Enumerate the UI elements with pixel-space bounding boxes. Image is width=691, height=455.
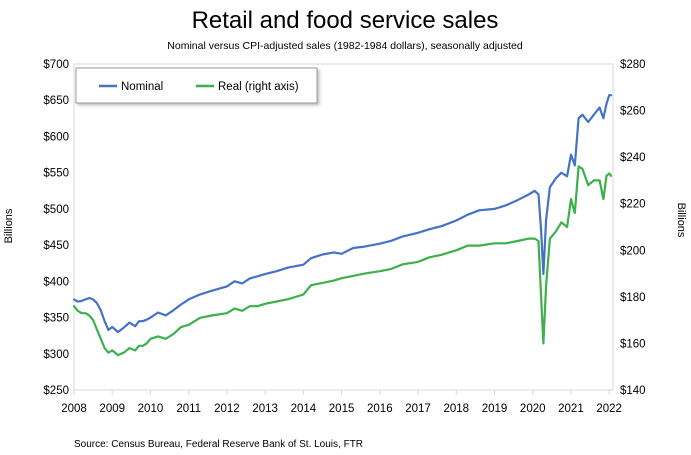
x-tick-label: 2008 — [61, 403, 87, 415]
x-axis-ticks: 2008 2009 2010 2011 2012 2013 2014 2015 2016 2017… — [61, 390, 622, 415]
plot-area — [73, 63, 614, 391]
x-tick-label: 2019 — [482, 403, 508, 415]
left-y-tick-label: $450 — [43, 240, 69, 252]
legend: Nominal Real (right axis) — [75, 67, 318, 104]
x-tick-label: 2017 — [405, 403, 431, 415]
x-tick-label: 2012 — [214, 403, 240, 415]
x-tick-label: 2011 — [176, 403, 201, 415]
left-y-axis-ticks: $250 $300 $350 $400 $450 $500 $550 $600 $650 $700 — [43, 59, 69, 397]
left-y-tick-label: $700 — [43, 59, 69, 71]
x-tick-label: 2009 — [99, 403, 125, 415]
plot-border — [73, 63, 614, 391]
x-tick-label: 2021 — [558, 403, 584, 415]
x-tick-label: 2013 — [252, 403, 278, 415]
x-tick-label: 2010 — [138, 403, 164, 415]
right-y-tick-label: $160 — [620, 338, 646, 350]
left-y-tick-label: $550 — [43, 168, 69, 180]
x-tick-label: 2020 — [520, 403, 546, 415]
series-line-real — [72, 165, 613, 357]
x-tick-label: 2014 — [291, 403, 317, 415]
chart-title: Retail and food service sales — [192, 7, 499, 34]
series-line-nominal — [72, 94, 613, 334]
chart-subtitle: Nominal versus CPI-adjusted sales (1982-… — [167, 40, 523, 52]
x-tick-label: 2018 — [443, 403, 469, 415]
left-y-tick-label: $350 — [43, 313, 69, 325]
left-y-axis-label: Billions — [3, 208, 15, 243]
left-y-tick-label: $400 — [43, 276, 69, 288]
right-y-tick-label: $260 — [620, 106, 646, 118]
series-layer — [72, 94, 613, 357]
legend-label-nominal: Nominal — [121, 81, 163, 93]
left-y-tick-label: $600 — [43, 131, 69, 143]
chart-source: Source: Census Bureau, Federal Reserve B… — [74, 439, 363, 450]
right-y-tick-label: $140 — [620, 385, 646, 397]
x-tick-label: 2016 — [367, 403, 393, 415]
legend-label-real: Real (right axis) — [218, 81, 299, 93]
left-y-tick-label: $650 — [43, 95, 69, 107]
right-y-axis-ticks: $140 $160 $180 $200 $220 $240 $260 $280 — [620, 59, 646, 397]
right-y-tick-label: $240 — [620, 152, 646, 164]
right-y-tick-label: $280 — [620, 59, 646, 71]
x-tick-label: 2022 — [596, 403, 622, 415]
left-y-tick-label: $500 — [43, 204, 69, 216]
right-y-tick-label: $220 — [620, 199, 646, 211]
left-y-tick-label: $300 — [43, 349, 69, 361]
right-y-axis-label: Billions — [675, 203, 687, 238]
left-y-tick-label: $250 — [43, 385, 69, 397]
right-y-tick-label: $200 — [620, 245, 646, 257]
right-y-tick-label: $180 — [620, 292, 646, 304]
x-tick-label: 2015 — [329, 403, 355, 415]
